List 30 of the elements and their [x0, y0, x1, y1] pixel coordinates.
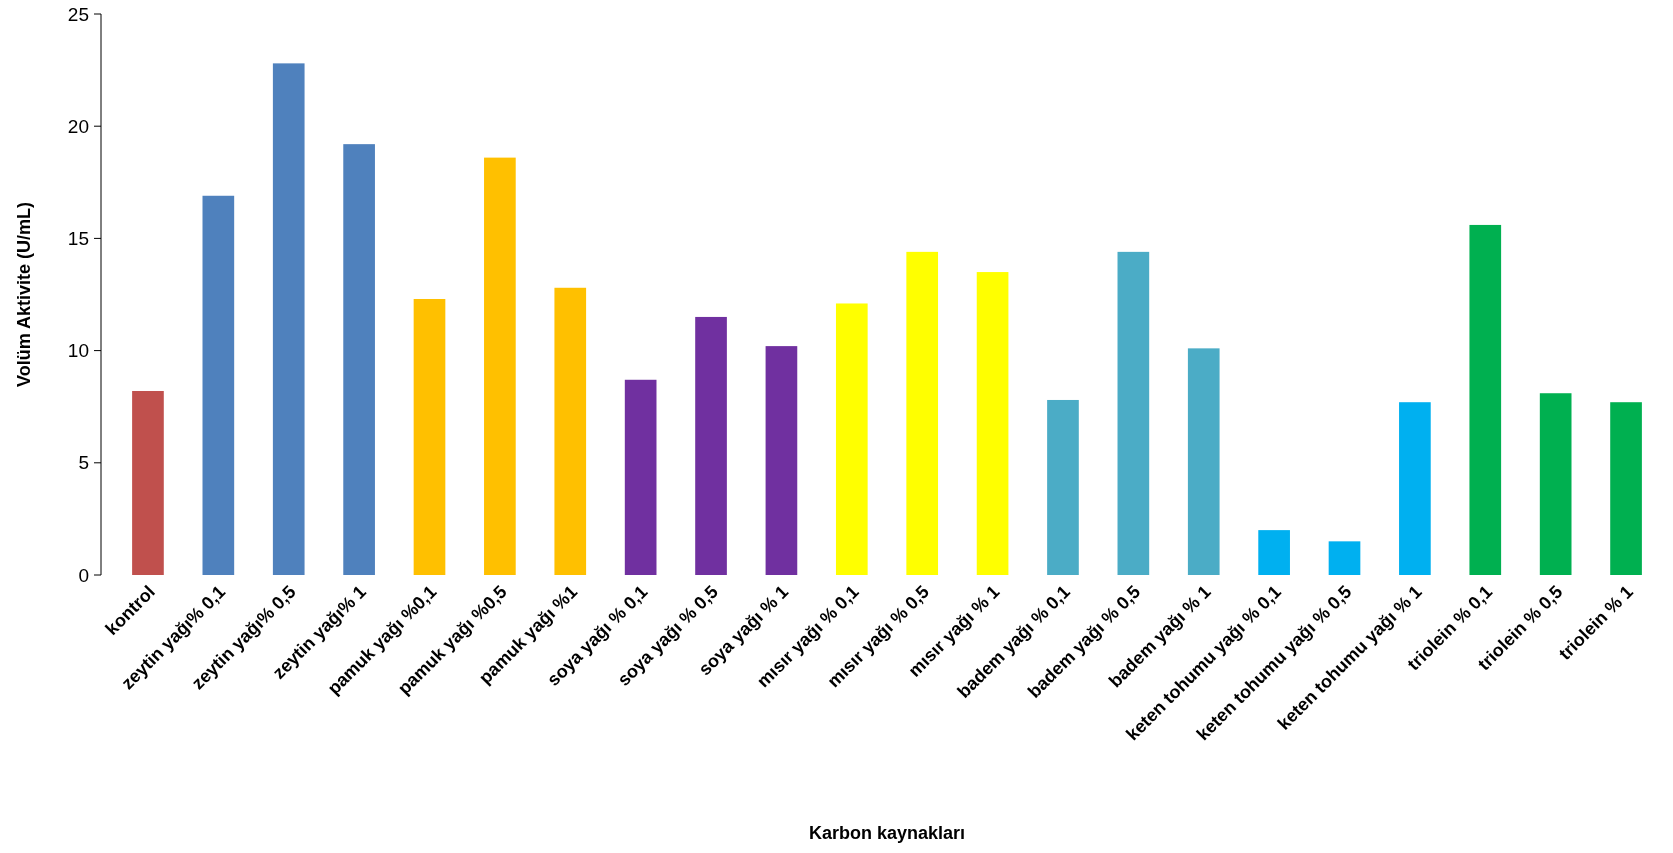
bar — [906, 251, 939, 575]
bar — [1328, 541, 1361, 575]
bar — [765, 346, 798, 575]
y-tick-label: 5 — [78, 452, 89, 474]
y-tick-label: 20 — [67, 115, 89, 137]
bar — [1399, 402, 1431, 575]
bar — [1258, 530, 1290, 575]
bar — [413, 298, 446, 575]
y-axis-title: Volüm Aktivite (U/mL) — [14, 201, 34, 388]
x-axis-title: Karbon kaynakları — [808, 823, 966, 843]
bar — [484, 157, 516, 575]
bar — [1469, 224, 1502, 575]
bar — [202, 195, 235, 575]
bar — [1187, 348, 1220, 575]
bar — [1047, 399, 1079, 575]
bar — [624, 379, 657, 575]
bar — [1117, 251, 1150, 575]
bar — [272, 63, 305, 575]
bar — [835, 303, 868, 575]
bar — [554, 287, 587, 575]
bar — [1539, 393, 1572, 575]
bar — [343, 144, 375, 575]
bar — [976, 272, 1009, 575]
y-tick-label: 25 — [67, 3, 89, 25]
bar — [132, 390, 164, 575]
bar — [1610, 402, 1642, 575]
y-tick-label: 15 — [67, 228, 89, 250]
y-tick-label: 10 — [67, 340, 89, 362]
y-tick-label: 0 — [78, 564, 89, 586]
bar — [695, 316, 727, 575]
